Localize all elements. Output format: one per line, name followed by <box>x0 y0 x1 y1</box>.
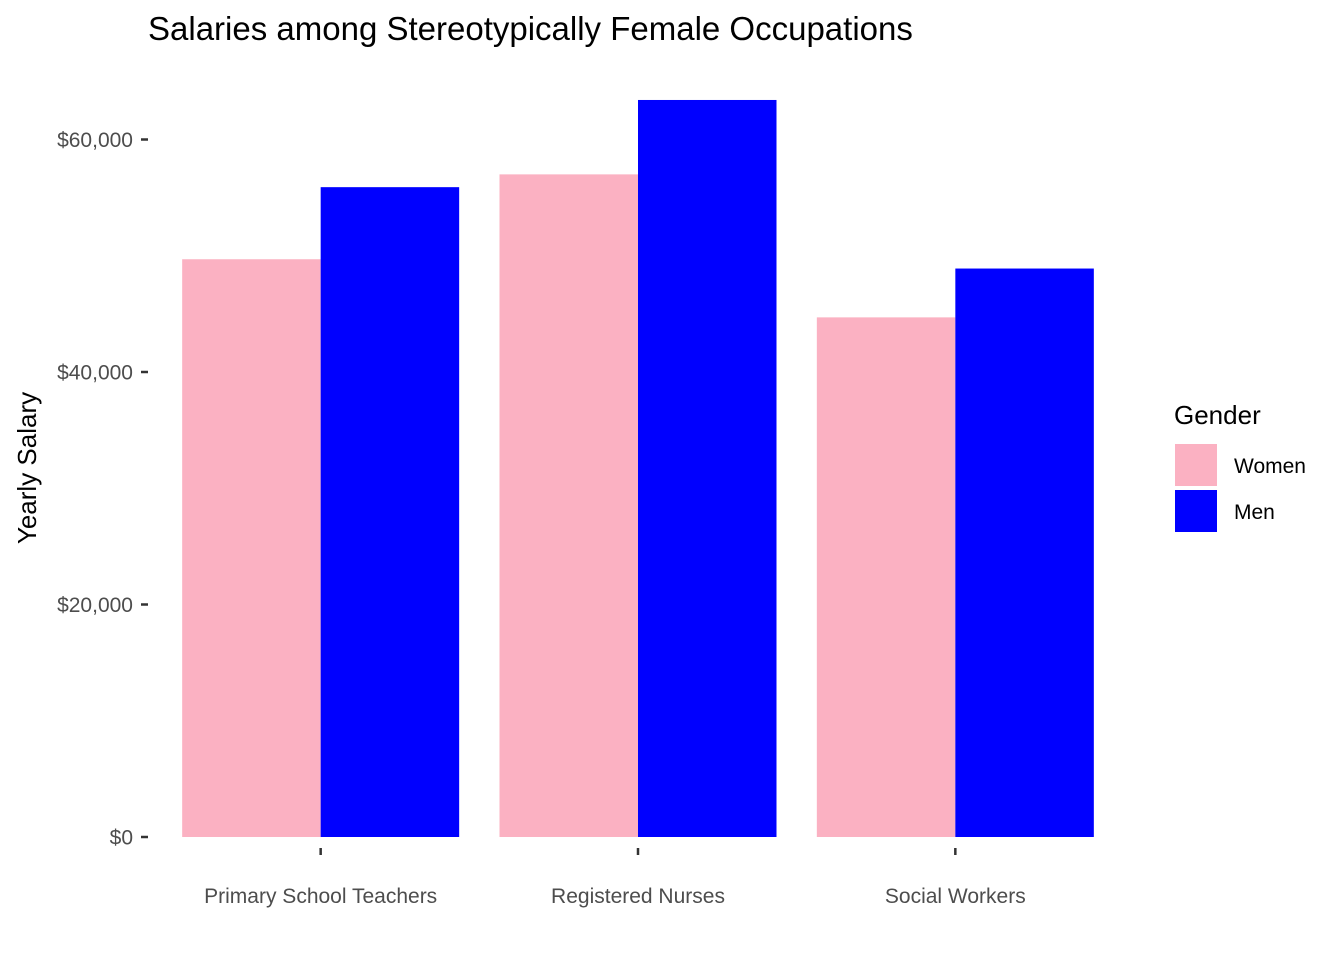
y-axis-label: Yearly Salary <box>12 392 42 544</box>
bar-men <box>955 268 1094 838</box>
x-tick-label: Social Workers <box>885 885 1026 908</box>
x-axis: Primary School Teachers Registered Nurses… <box>204 848 1026 908</box>
x-tick-label: Primary School Teachers <box>204 885 437 908</box>
bar-men <box>638 99 777 838</box>
y-tick-label: $20,000 <box>57 594 133 617</box>
bar-men <box>320 187 460 838</box>
y-tick-label: $60,000 <box>57 129 133 152</box>
chart-title: Salaries among Stereotypically Female Oc… <box>148 10 913 47</box>
legend-title: Gender <box>1174 400 1261 430</box>
bar-women <box>816 317 956 837</box>
y-tick-label: $40,000 <box>57 362 133 385</box>
bar-women <box>499 174 638 837</box>
legend-swatch-women <box>1175 444 1217 486</box>
bar-women <box>182 259 321 837</box>
legend-swatch-men <box>1175 490 1217 532</box>
legend-label-men: Men <box>1234 501 1275 524</box>
legend-label-women: Women <box>1234 455 1306 478</box>
legend: Gender Women Men <box>1174 400 1306 532</box>
x-tick-label: Registered Nurses <box>551 885 725 908</box>
y-tick-label: $0 <box>110 827 133 850</box>
bars <box>182 99 1094 838</box>
y-axis: $0 $20,000 $40,000 $60,000 <box>57 129 148 850</box>
